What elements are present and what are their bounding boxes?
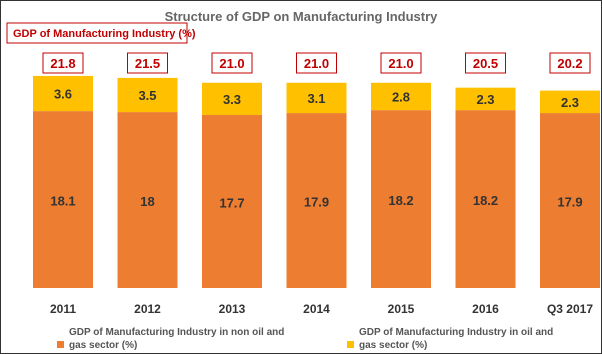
- segment-label-oil-gas: 3.3: [223, 92, 241, 107]
- segment-label-non-oil-gas: 17.7: [219, 196, 244, 211]
- bar-segment-non-oil-gas: [286, 113, 347, 289]
- bar-segment-oil-gas: [371, 82, 431, 111]
- bar-segment-non-oil-gas: [202, 115, 262, 288]
- legend-swatch-non-oil-gas: [57, 341, 64, 348]
- total-label-box: [296, 52, 337, 74]
- total-label-box: [465, 52, 506, 74]
- total-label: 21.0: [219, 56, 244, 71]
- legend-swatch-oil-gas: [347, 341, 354, 348]
- bar-segment-non-oil-gas: [33, 111, 93, 288]
- legend-label-non-oil-gas: gas sector (%): [69, 340, 137, 351]
- bar-segment-oil-gas: [117, 77, 178, 113]
- bar-segment-oil-gas: [33, 75, 93, 112]
- legend: GDP of Manufacturing Industry in non oil…: [57, 327, 553, 351]
- bars-group: 18.1 3.6 21.8 2011 18 3.5 21.5 2012 17.7 3.3 21.0 2…: [33, 52, 600, 316]
- x-tick-label: 2013: [219, 302, 246, 316]
- total-label: 21.0: [388, 56, 413, 71]
- segment-label-oil-gas: 3.5: [138, 88, 156, 103]
- bar-segment-oil-gas: [202, 82, 262, 116]
- legend-label-oil-gas: GDP of Manufacturing Industry in oil and: [359, 327, 553, 338]
- bar-segment-non-oil-gas: [117, 112, 178, 288]
- segment-label-oil-gas: 2.3: [476, 92, 494, 107]
- corner-label-box: [6, 22, 188, 44]
- segment-label-oil-gas: 2.3: [561, 95, 579, 110]
- bar-segment-non-oil-gas: [371, 110, 431, 289]
- segment-label-non-oil-gas: 17.9: [557, 195, 582, 210]
- bar-segment-oil-gas: [286, 82, 347, 114]
- total-label-box: [211, 52, 253, 74]
- bar-segment-non-oil-gas: [455, 110, 516, 289]
- segment-label-non-oil-gas: 18.2: [473, 193, 498, 208]
- segment-label-non-oil-gas: 18.2: [388, 193, 413, 208]
- total-label: 21.5: [135, 56, 160, 71]
- total-label-box: [42, 52, 84, 74]
- bar-segment-non-oil-gas: [540, 113, 600, 289]
- legend-label-oil-gas: gas sector (%): [359, 340, 427, 351]
- chart-title: Structure of GDP on Manufacturing Indust…: [165, 9, 439, 24]
- segment-label-oil-gas: 3.6: [54, 87, 72, 102]
- total-label-box: [549, 52, 591, 74]
- bar-segment-oil-gas: [540, 90, 600, 114]
- x-tick-label: 2012: [134, 302, 161, 316]
- total-label-box: [380, 52, 422, 74]
- bar-segment-oil-gas: [455, 87, 516, 111]
- total-label: 21.8: [50, 56, 75, 71]
- total-label: 20.5: [473, 56, 498, 71]
- total-label: 20.2: [557, 56, 582, 71]
- x-tick-label: 2011: [50, 302, 76, 316]
- x-tick-label: Q3 2017: [547, 302, 593, 316]
- segment-label-non-oil-gas: 18.1: [50, 194, 75, 209]
- x-tick-label: 2016: [472, 302, 499, 316]
- segment-label-oil-gas: 2.8: [392, 89, 410, 104]
- segment-label-oil-gas: 3.1: [307, 91, 325, 106]
- x-tick-label: 2014: [303, 302, 330, 316]
- legend-label-non-oil-gas: GDP of Manufacturing Industry in non oil…: [69, 327, 284, 338]
- corner-label: GDP of Manufacturing Industry (%): [13, 28, 196, 40]
- x-tick-label: 2015: [388, 302, 415, 316]
- segment-label-non-oil-gas: 18: [140, 194, 154, 209]
- total-label: 21.0: [304, 56, 329, 71]
- segment-label-non-oil-gas: 17.9: [304, 195, 329, 210]
- total-label-box: [127, 52, 168, 74]
